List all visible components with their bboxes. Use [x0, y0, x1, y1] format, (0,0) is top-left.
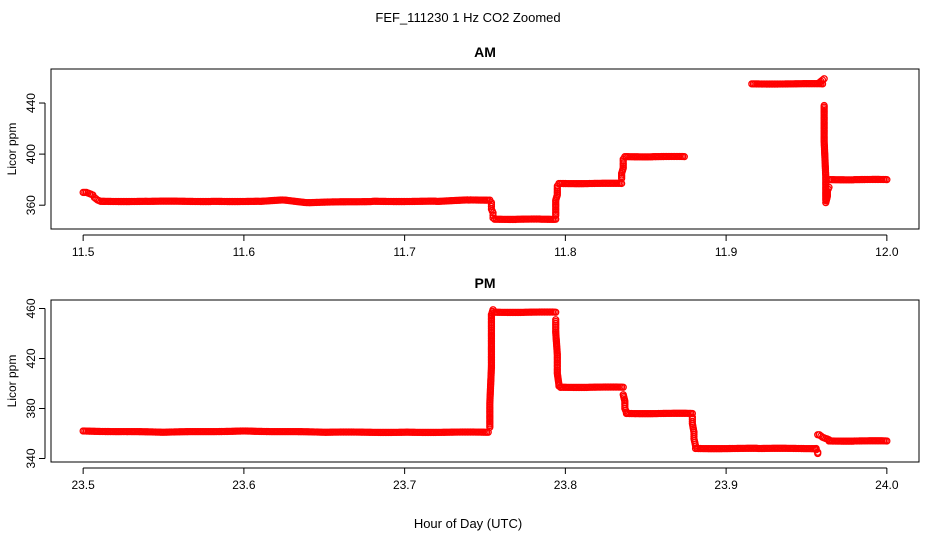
- am-data-points: [79, 75, 891, 224]
- pm-data-points: [79, 306, 891, 458]
- pm-x-tick-label: 24.0: [875, 478, 899, 492]
- am-y-axis: 360 400 440: [24, 93, 46, 215]
- am-data-point: [818, 76, 827, 84]
- pm-x-tick-label: 23.8: [554, 478, 578, 492]
- pm-plot-frame: [50, 299, 920, 463]
- am-data-point: [487, 202, 496, 211]
- am-data-point: [617, 179, 626, 188]
- am-panel: AM Licor ppm 11.5 11.6 11.7 11.8 11.9 12.0 36…: [5, 44, 920, 259]
- figure-title: FEF_111230 1 Hz CO2 Zoomed: [375, 10, 560, 25]
- pm-x-tick-label: 23.6: [232, 478, 256, 492]
- am-x-tick-label: 11.8: [554, 245, 577, 259]
- am-x-axis: 11.5 11.6 11.7 11.8 11.9 12.0: [72, 234, 899, 259]
- am-x-tick-label: 11.7: [393, 245, 416, 259]
- am-y-tick-label: 360: [24, 195, 38, 215]
- am-data-point: [680, 153, 688, 161]
- am-y-tick-label: 400: [24, 144, 38, 164]
- am-x-tick-label: 11.6: [233, 245, 256, 259]
- pm-y-tick-label: 460: [24, 298, 38, 318]
- am-x-tick-label: 11.9: [715, 245, 738, 259]
- pm-y-axis-label: Licor ppm: [5, 355, 19, 408]
- pm-data-point: [552, 308, 560, 316]
- pm-y-axis: 340 380 420 460: [24, 298, 46, 469]
- am-data-point: [489, 209, 497, 217]
- pm-data-point: [619, 383, 627, 391]
- pm-data-point: [883, 437, 891, 445]
- pm-y-tick-label: 420: [24, 348, 38, 368]
- pm-data-point: [814, 449, 822, 458]
- am-data-point: [883, 175, 891, 184]
- am-x-tick-label: 12.0: [875, 245, 899, 259]
- pm-x-tick-label: 23.9: [714, 478, 738, 492]
- am-y-axis-label: Licor ppm: [5, 123, 19, 176]
- figure-xlabel: Hour of Day (UTC): [414, 516, 522, 531]
- am-panel-title: AM: [474, 44, 496, 60]
- am-plot-frame: [50, 68, 920, 230]
- pm-data-point: [555, 382, 563, 390]
- am-y-tick-label: 440: [24, 93, 38, 113]
- pm-x-tick-label: 23.5: [71, 478, 95, 492]
- pm-panel: PM Licor ppm 23.5 23.6 23.7 23.8 23.9 24.0 34…: [5, 275, 920, 492]
- pm-x-tick-label: 23.7: [393, 478, 417, 492]
- am-data-point: [825, 183, 833, 191]
- am-x-tick-label: 11.5: [72, 245, 95, 259]
- am-data-point: [820, 75, 828, 83]
- pm-panel-title: PM: [475, 275, 496, 291]
- pm-x-axis: 23.5 23.6 23.7 23.8 23.9 24.0: [71, 467, 899, 492]
- pm-y-tick-label: 340: [24, 448, 38, 468]
- pm-y-tick-label: 380: [24, 398, 38, 418]
